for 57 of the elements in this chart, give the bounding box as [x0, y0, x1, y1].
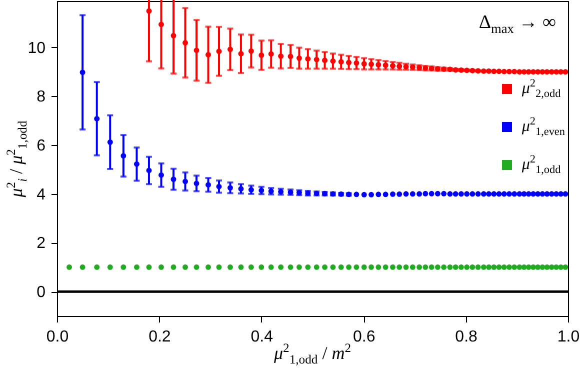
- point: [491, 68, 497, 74]
- point: [182, 40, 188, 46]
- point: [322, 58, 328, 64]
- point: [548, 69, 554, 75]
- point: [480, 68, 487, 74]
- point: [258, 52, 264, 58]
- point: [535, 69, 541, 75]
- point: [530, 69, 536, 75]
- point: [354, 60, 360, 66]
- x-tick-label: 0.0: [46, 328, 69, 346]
- x-tick-label: 0.6: [352, 328, 376, 346]
- y-tick-label: 4: [36, 186, 46, 204]
- point: [346, 60, 352, 66]
- x-tick-label: 0.8: [455, 328, 478, 346]
- point: [338, 59, 344, 65]
- point: [521, 69, 527, 75]
- x-tick-label: 0.2: [148, 328, 171, 346]
- point: [496, 68, 502, 74]
- point: [146, 8, 152, 14]
- point: [278, 53, 284, 59]
- point: [206, 52, 211, 58]
- point: [158, 22, 164, 28]
- point: [475, 68, 482, 74]
- point: [562, 69, 568, 75]
- point: [526, 69, 532, 75]
- x-tick-label: 1.0: [557, 328, 580, 346]
- point: [268, 51, 274, 57]
- point: [288, 54, 294, 60]
- point: [516, 69, 522, 75]
- point: [554, 69, 559, 75]
- point: [540, 69, 546, 75]
- point: [558, 69, 564, 75]
- point: [544, 69, 550, 75]
- point: [314, 56, 320, 62]
- point: [506, 68, 512, 74]
- point: [486, 68, 492, 74]
- point: [296, 55, 302, 61]
- y-tick-label: 0: [36, 284, 46, 302]
- point: [361, 61, 367, 66]
- point: [216, 48, 222, 54]
- point: [368, 62, 374, 67]
- y-tick-label: 6: [36, 138, 46, 155]
- y-tick-label: 10: [28, 40, 46, 57]
- point: [227, 46, 233, 52]
- point: [501, 68, 507, 74]
- y-tick-label: 8: [36, 88, 46, 106]
- point: [248, 48, 254, 54]
- point: [170, 32, 176, 38]
- annotation: Δ$_{max}$ → ∞: [478, 12, 556, 36]
- point: [305, 56, 311, 62]
- x-axis-title: μ$^{2}$$_{1,odd}$ / m$^{2}$: [274, 341, 351, 367]
- point: [194, 48, 200, 54]
- point: [330, 58, 336, 64]
- y-tick-label: 2: [36, 235, 46, 252]
- point: [512, 68, 518, 74]
- point: [238, 51, 244, 56]
- x-tick-label: 0.4: [250, 328, 274, 346]
